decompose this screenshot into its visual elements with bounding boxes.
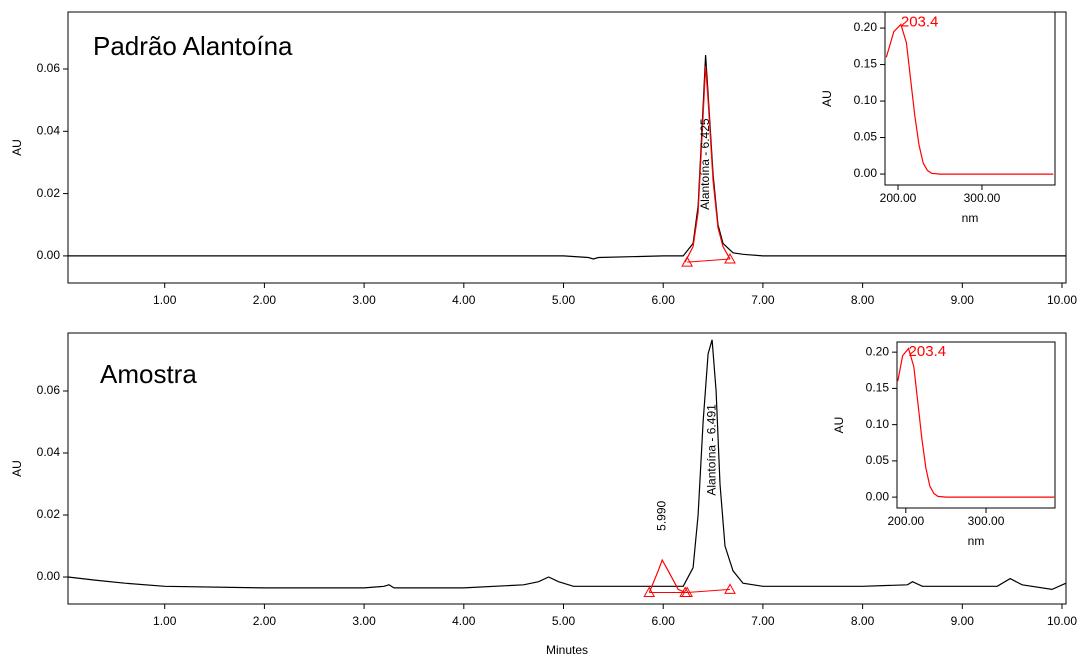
x-tick-label: 300.00 <box>964 191 1001 205</box>
x-tick-label: 8.00 <box>851 614 875 628</box>
y-tick-label: 0.06 <box>37 61 61 75</box>
plot-frame <box>884 11 1056 186</box>
y-tick-label: 0.15 <box>866 381 890 395</box>
y-axis-label: AU <box>10 139 24 156</box>
y-tick-label: 0.15 <box>854 57 878 71</box>
trace <box>684 65 731 263</box>
x-tick-label: 8.00 <box>851 293 875 307</box>
panel-title: Amostra <box>100 359 197 389</box>
x-tick-label: 9.00 <box>951 293 975 307</box>
y-tick-label: 0.04 <box>37 445 61 459</box>
y-tick-label: 0.00 <box>866 489 890 503</box>
peak-label: 5.990 <box>654 500 668 530</box>
peak-label: Alantoína - 6.491 <box>704 404 718 496</box>
y-tick-label: 0.10 <box>854 93 878 107</box>
integration-marker <box>681 256 693 267</box>
y-tick-label: 0.20 <box>854 20 878 34</box>
x-tick-label: 3.00 <box>352 614 376 628</box>
plot-frame <box>896 341 1056 509</box>
lambda-label: 203.4 <box>901 13 939 30</box>
y-tick-label: 0.20 <box>866 344 890 358</box>
y-tick-label: 0.00 <box>37 569 61 583</box>
y-axis-label: AU <box>832 417 846 434</box>
y-tick-label: 0.02 <box>37 186 61 200</box>
panel-title: Padrão Alantoína <box>93 31 293 61</box>
integration-marker <box>724 583 736 594</box>
x-tick-label: 10.00 <box>1047 293 1077 307</box>
y-tick-label: 0.02 <box>37 507 61 521</box>
y-tick-label: 0.04 <box>37 123 61 137</box>
x-tick-label: 6.00 <box>652 293 676 307</box>
integration-baseline <box>687 258 731 263</box>
x-tick-label: 4.00 <box>452 293 476 307</box>
x-axis-label: Minutes <box>546 643 588 657</box>
integration-marker <box>681 586 693 598</box>
x-tick-label: 6.00 <box>652 614 676 628</box>
integration-marker <box>724 252 736 264</box>
y-tick-label: 0.00 <box>37 248 61 262</box>
x-tick-label: 200.00 <box>880 191 917 205</box>
x-tick-label: 1.00 <box>153 293 177 307</box>
x-tick-label: 1.00 <box>153 614 177 628</box>
x-tick-label: 2.00 <box>253 614 277 628</box>
x-tick-label: 3.00 <box>352 293 376 307</box>
y-tick-label: 0.10 <box>866 417 890 431</box>
x-axis-label: nm <box>968 534 985 548</box>
y-tick-label: 0.05 <box>866 453 890 467</box>
x-tick-label: 200.00 <box>887 514 924 528</box>
trace <box>648 558 686 594</box>
integration-baseline <box>649 588 731 593</box>
x-tick-label: 7.00 <box>751 293 775 307</box>
y-tick-label: 0.05 <box>854 130 878 144</box>
trace <box>67 339 1067 591</box>
y-axis-label: AU <box>820 90 834 107</box>
x-tick-label: 4.00 <box>452 614 476 628</box>
x-tick-label: 10.00 <box>1047 614 1077 628</box>
x-tick-label: 300.00 <box>968 514 1005 528</box>
lambda-label: 203.4 <box>909 343 947 360</box>
x-tick-label: 2.00 <box>253 293 277 307</box>
x-tick-label: 9.00 <box>951 614 975 628</box>
integration-marker <box>643 586 656 598</box>
trace <box>897 347 1055 498</box>
y-axis-label: AU <box>10 460 24 477</box>
x-tick-label: 5.00 <box>552 614 576 628</box>
x-tick-label: 7.00 <box>751 614 775 628</box>
trace <box>68 54 1066 260</box>
x-axis-label: nm <box>962 211 979 225</box>
y-tick-label: 0.06 <box>37 383 61 397</box>
trace <box>885 23 1054 175</box>
x-tick-label: 5.00 <box>552 293 576 307</box>
peak-label: Alantoína - 6.425 <box>698 118 712 210</box>
y-tick-label: 0.00 <box>854 166 878 180</box>
